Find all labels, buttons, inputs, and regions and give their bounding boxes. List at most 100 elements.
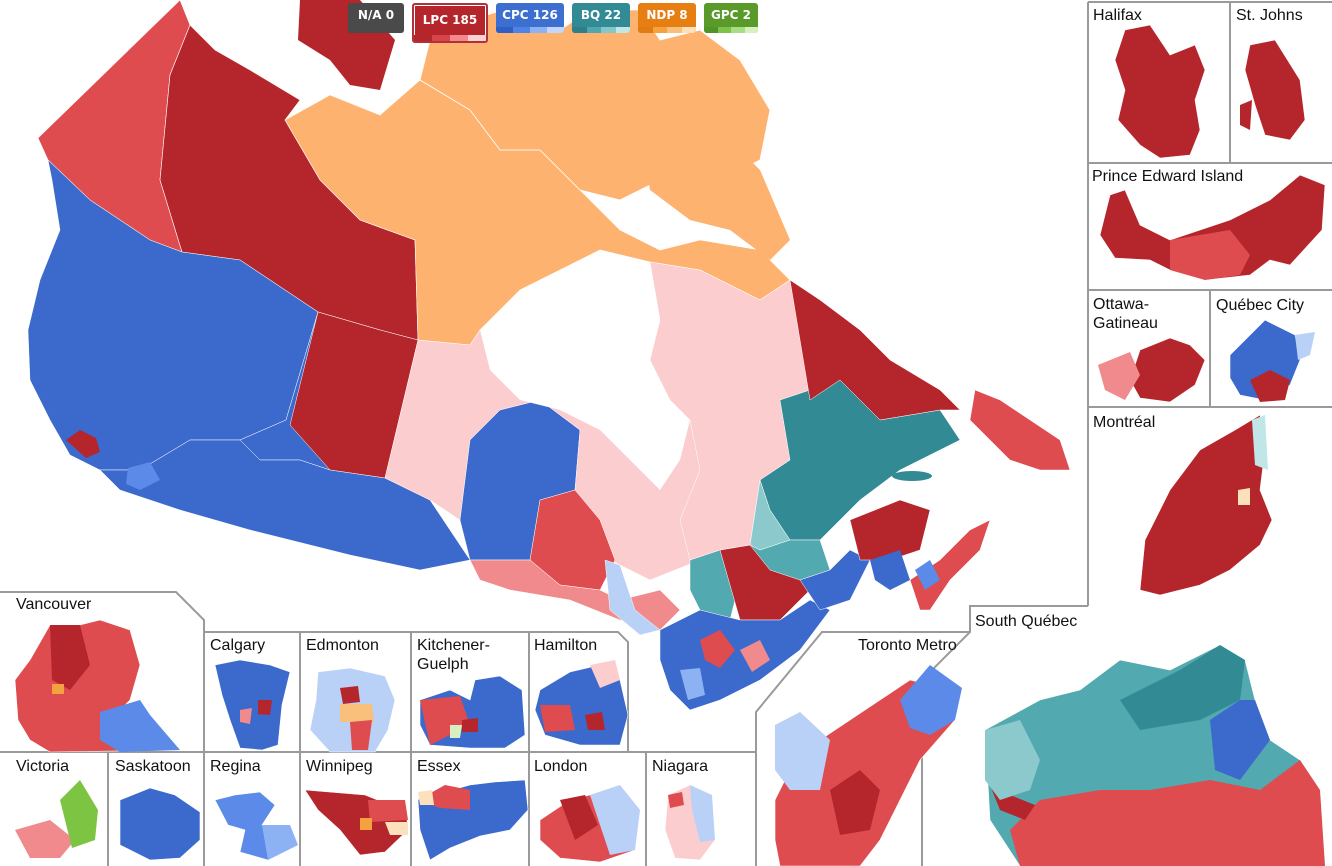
southern-ontario-lpc2[interactable]: [740, 640, 770, 672]
baffin-island[interactable]: [640, 110, 790, 260]
toronto-cpc[interactable]: [900, 665, 962, 735]
inset-label-halifax: Halifax: [1093, 7, 1142, 24]
inset-label-montreal: Montréal: [1093, 414, 1156, 431]
inset-label-st-johns: St. Johns: [1236, 7, 1303, 24]
inset-label-london: London: [534, 758, 588, 775]
inset-label-calgary: Calgary: [210, 637, 266, 654]
legend-na[interactable]: N/A 0: [348, 3, 404, 33]
edmonton-ndp[interactable]: [340, 704, 374, 722]
inset-label-regina: Regina: [210, 758, 261, 775]
vancouver-ndp[interactable]: [52, 684, 64, 694]
quebec-city-lpc[interactable]: [1250, 370, 1290, 402]
toronto-light-cpc[interactable]: [775, 712, 830, 790]
inset-label-pei: Prince Edward Island: [1092, 168, 1244, 185]
regina-light[interactable]: [262, 825, 298, 860]
niagara-cpc[interactable]: [690, 785, 715, 842]
london-cpc-light[interactable]: [590, 785, 640, 855]
inset-label-niagara: Niagara: [652, 758, 709, 775]
legend-bq[interactable]: BQ 22: [572, 3, 630, 33]
victoria-ridings[interactable]: [15, 820, 75, 858]
inset-label-quebec-city: Québec City: [1216, 297, 1305, 314]
southern-ontario-lpc[interactable]: [700, 630, 735, 668]
legend-lpc-label: LPC 185: [422, 13, 478, 27]
edmonton-lpc2[interactable]: [350, 720, 372, 750]
edmonton-lpc[interactable]: [340, 686, 360, 704]
nb-cpc[interactable]: [870, 550, 910, 590]
quebec-city-pale[interactable]: [1295, 332, 1315, 360]
vancouver-dark[interactable]: [50, 625, 90, 690]
legend-cpc-label: CPC 126: [502, 8, 558, 22]
new-brunswick[interactable]: [849, 499, 931, 561]
pei-mid[interactable]: [1170, 230, 1250, 280]
legend-ndp-label: NDP 8: [646, 8, 688, 22]
newfoundland[interactable]: [969, 389, 1071, 471]
inset-label-victoria: Victoria: [16, 758, 70, 775]
inset-label-ottawa: Ottawa- Gatineau: [1093, 296, 1158, 332]
inset-label-hamilton: Hamilton: [534, 637, 598, 654]
inset-label-toronto: Toronto Metro: [858, 637, 957, 654]
inset-label-vancouver: Vancouver: [16, 596, 92, 613]
hudson-bay: [480, 250, 690, 490]
bc-coast-lpc[interactable]: [66, 430, 100, 458]
south-quebec-bq-dark[interactable]: [1120, 645, 1245, 730]
calgary-lpc[interactable]: [258, 700, 272, 715]
inset-label-saskatoon: Saskatoon: [115, 758, 191, 775]
bc-coast-cpc[interactable]: [126, 462, 160, 490]
montreal-bq[interactable]: [1252, 415, 1268, 470]
legend-gpc-swatches: [704, 27, 758, 33]
inset-label-edmonton: Edmonton: [306, 637, 379, 654]
victoria-green[interactable]: [60, 780, 98, 848]
legend-ndp-swatches: [638, 27, 696, 33]
st-johns-coast[interactable]: [1240, 100, 1252, 130]
inset-label-essex: Essex: [417, 758, 461, 775]
legend-gpc-label: GPC 2: [711, 8, 751, 22]
calgary-lpc2[interactable]: [240, 708, 252, 724]
legend-lpc[interactable]: LPC 185: [412, 3, 488, 43]
halifax-ridings[interactable]: [1114, 24, 1206, 159]
calgary-ridings[interactable]: [214, 659, 291, 751]
nova-scotia[interactable]: [909, 519, 991, 611]
legend-cpc-swatches: [496, 27, 564, 33]
winnipeg-pale[interactable]: [385, 822, 408, 835]
hamilton-lpc[interactable]: [540, 705, 575, 732]
legend-ndp[interactable]: NDP 8: [638, 3, 696, 33]
legend-lpc-swatches: [414, 35, 486, 41]
kitchener-green[interactable]: [450, 725, 462, 738]
south-quebec-cpc[interactable]: [1210, 700, 1270, 780]
ottawa-ridings[interactable]: [1129, 337, 1206, 403]
quebec-south[interactable]: [749, 539, 831, 581]
legend-cpc[interactable]: CPC 126: [496, 3, 564, 33]
essex-pale[interactable]: [418, 790, 434, 805]
kitchener-dark[interactable]: [462, 718, 478, 732]
montreal-ridings[interactable]: [1139, 414, 1273, 596]
vancouver-cpc[interactable]: [100, 700, 180, 752]
winnipeg-lpc[interactable]: [368, 800, 408, 822]
legend-na-label: N/A 0: [357, 8, 395, 22]
hamilton-pale[interactable]: [590, 660, 620, 688]
inset-label-winnipeg: Winnipeg: [306, 758, 373, 775]
montreal-ndp[interactable]: [1238, 488, 1250, 505]
legend-bq-swatches: [572, 27, 630, 33]
southern-ontario-light[interactable]: [680, 668, 705, 700]
niagara-lpc[interactable]: [668, 792, 684, 808]
south-quebec-light[interactable]: [985, 720, 1040, 800]
legend-gpc[interactable]: GPC 2: [704, 3, 758, 33]
legend-na-swatches: [348, 27, 404, 33]
inset-label-south-quebec: South Québec: [975, 613, 1078, 630]
saskatoon-ridings[interactable]: [119, 787, 201, 861]
south-quebec-lpc[interactable]: [1010, 760, 1325, 866]
winnipeg-ndp[interactable]: [360, 818, 372, 830]
anticosti-island: [892, 471, 932, 481]
toronto-dark[interactable]: [830, 770, 880, 835]
kitchener-lpc[interactable]: [420, 696, 470, 745]
st-johns-ridings[interactable]: [1244, 39, 1306, 141]
ottawa-west[interactable]: [1098, 352, 1140, 400]
inset-label-kitchener: Kitchener- Guelph: [417, 637, 490, 673]
london-dark[interactable]: [560, 795, 598, 840]
pei-ridings[interactable]: [1099, 174, 1326, 281]
labrador[interactable]: [789, 279, 961, 421]
hamilton-dark[interactable]: [585, 712, 605, 730]
nova-scotia-cpc[interactable]: [915, 560, 940, 590]
